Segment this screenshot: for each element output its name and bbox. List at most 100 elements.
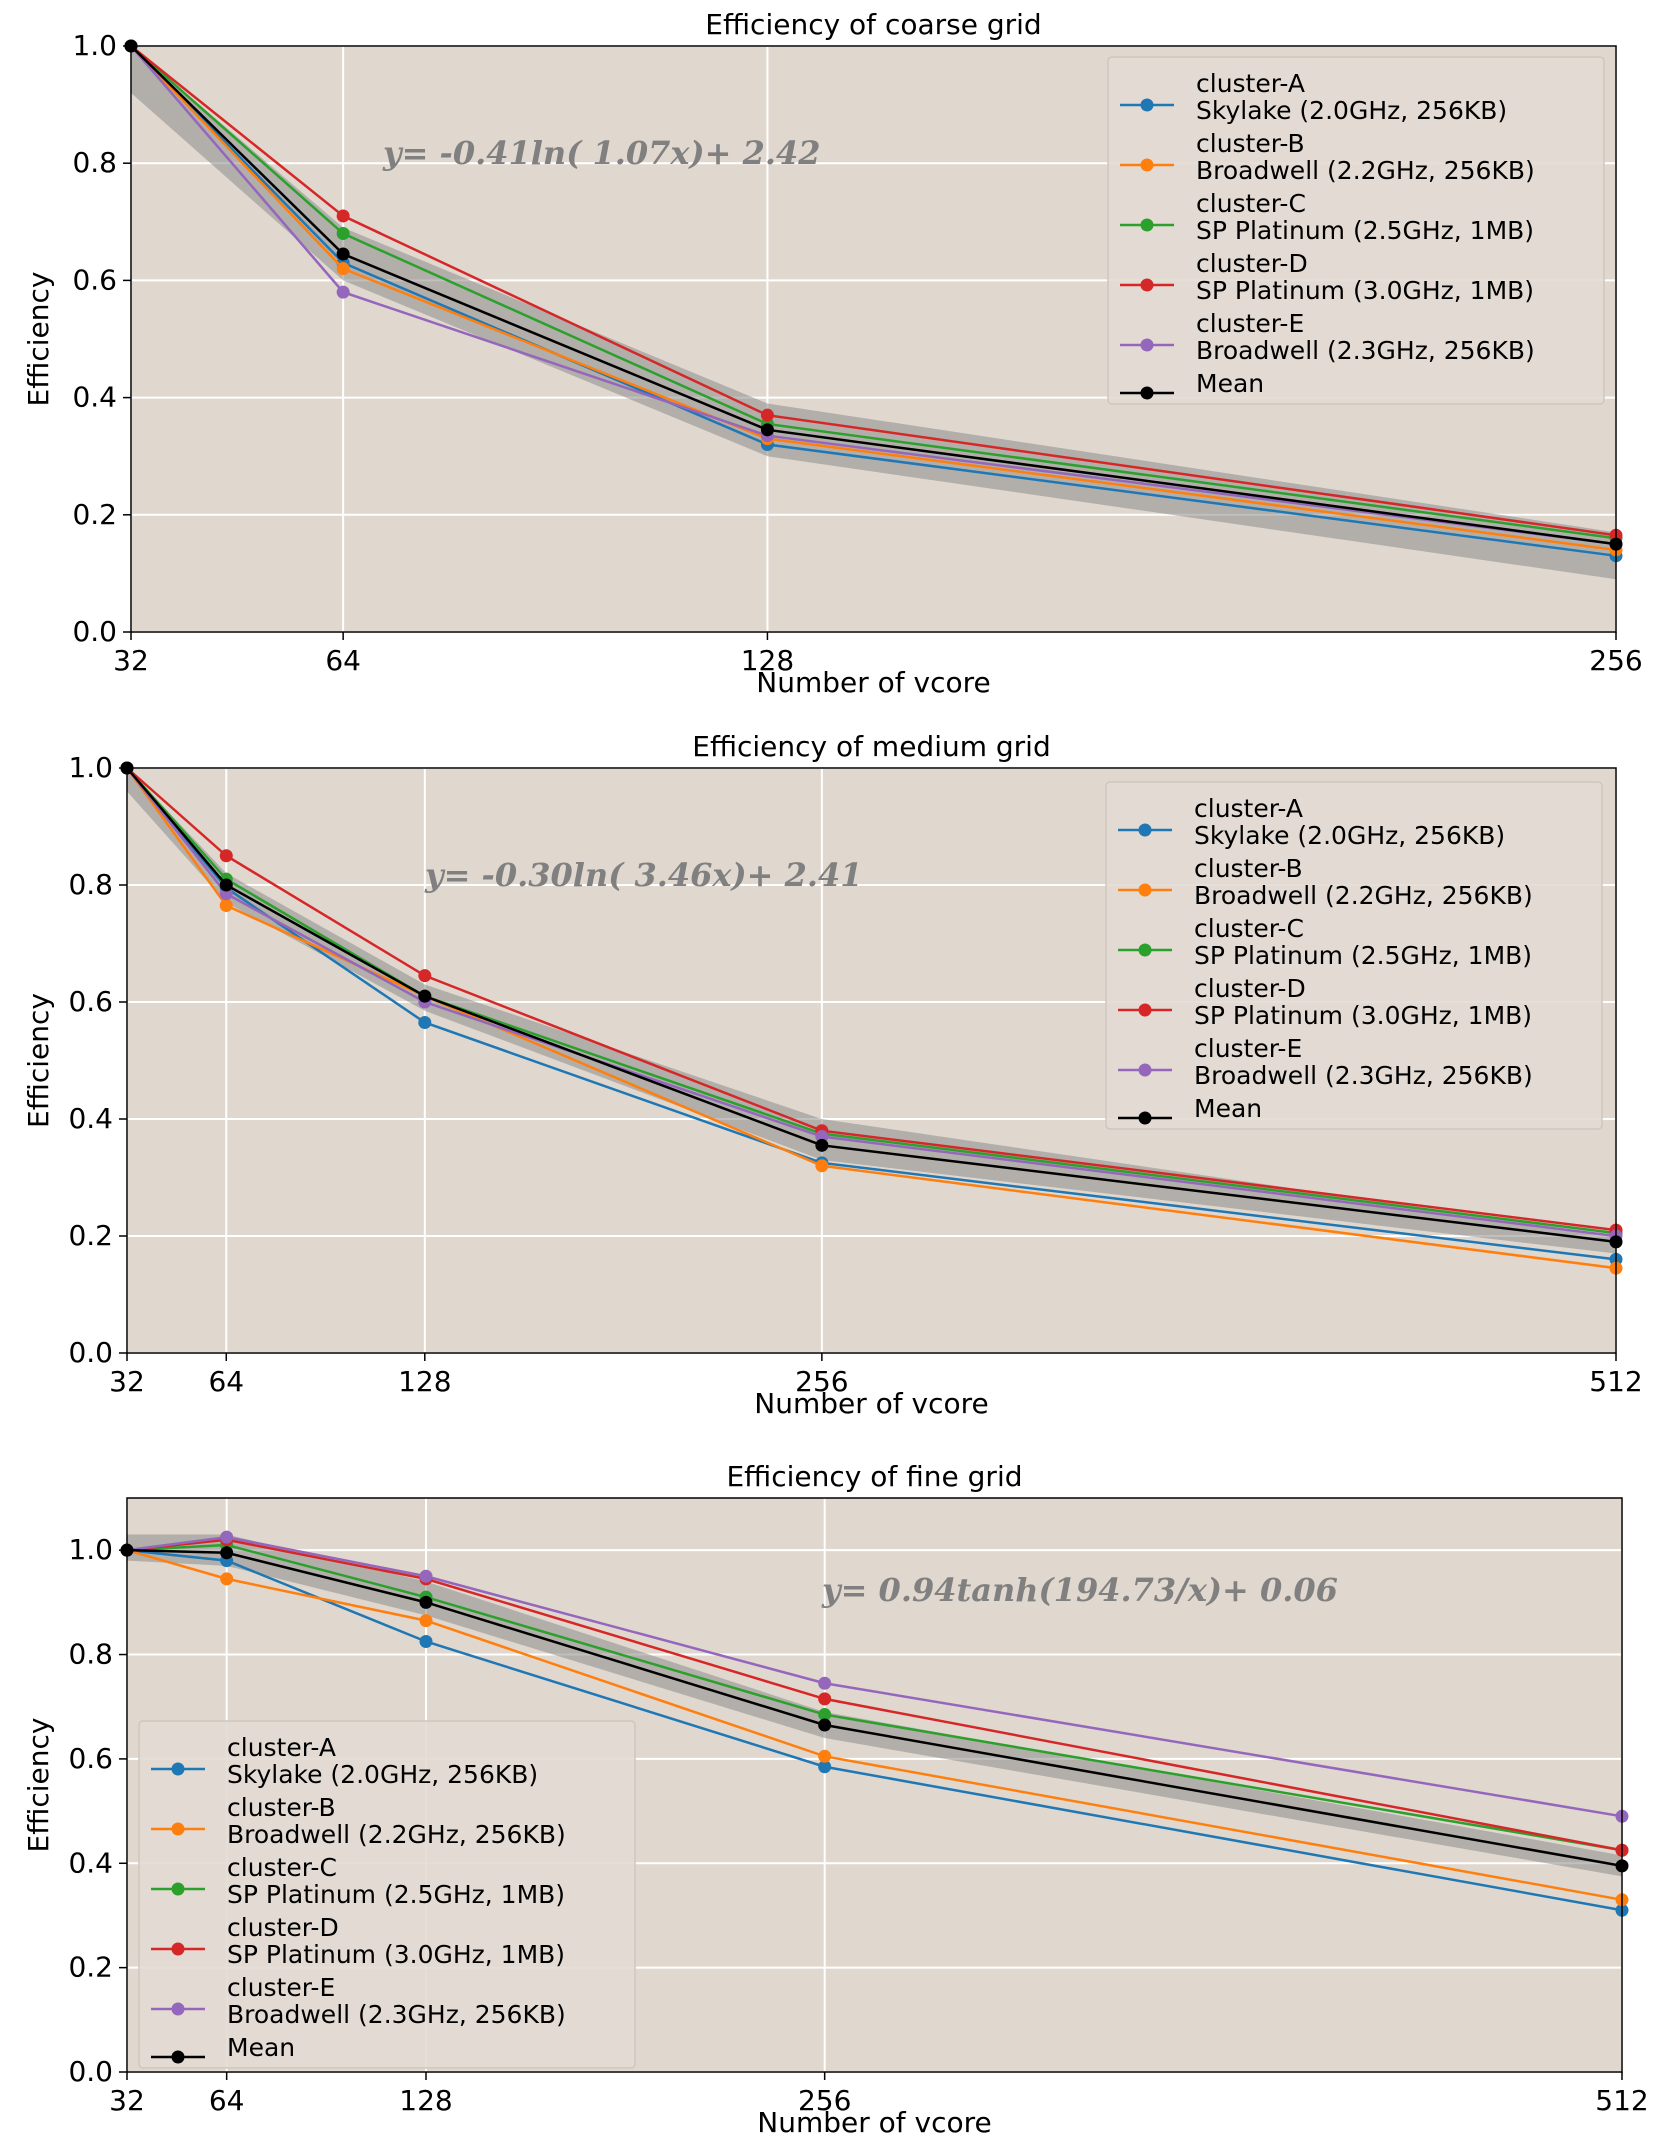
axes-frame — [130, 45, 1617, 633]
y-tick-label: 0.0 — [68, 2055, 113, 2088]
y-tick-label: 1.0 — [68, 751, 113, 784]
data-point — [418, 1015, 432, 1029]
legend-marker — [171, 2050, 185, 2064]
y-tick-label: 1.0 — [72, 29, 117, 62]
data-point — [418, 969, 432, 983]
data-point — [818, 1692, 832, 1706]
data-point — [818, 1749, 832, 1763]
x-axis-label: Number of vcore — [757, 2106, 992, 2139]
y-tick-label: 0.2 — [68, 1951, 113, 1984]
y-tick-label: 0.8 — [68, 868, 113, 901]
data-point — [419, 1614, 433, 1628]
legend-marker — [1140, 218, 1154, 232]
series-line-cluster-e — [130, 45, 1617, 546]
data-point — [336, 285, 350, 299]
data-point — [818, 1760, 832, 1774]
legend-label: cluster-B — [227, 1793, 336, 1822]
y-axis-label: Efficiency — [22, 272, 55, 407]
legend-marker — [1140, 98, 1154, 112]
legend-label: cluster-D — [1196, 249, 1308, 278]
legend-label: cluster-B — [1196, 129, 1305, 158]
data-point — [220, 1572, 234, 1586]
x-tick-label: 32 — [109, 1365, 145, 1398]
data-point — [336, 209, 350, 223]
y-tick-label: 0.2 — [72, 498, 117, 531]
legend-label-detail: SP Platinum (3.0GHz, 1MB) — [1194, 1001, 1532, 1030]
legend-marker — [1138, 883, 1152, 897]
legend-label: cluster-E — [1194, 1034, 1302, 1063]
data-point — [818, 1676, 832, 1690]
data-point — [219, 849, 233, 863]
legend-label-detail: Broadwell (2.2GHz, 256KB) — [1196, 156, 1535, 185]
x-tick-label: 512 — [1595, 2084, 1648, 2117]
y-tick-label: 0.8 — [72, 146, 117, 179]
legend-label: cluster-E — [227, 1973, 335, 2002]
x-tick-label: 512 — [1589, 1365, 1642, 1398]
chart-panel-1: 32 64 128 256 0.0 0.2 0.4 0.6 0.8 1.0 Efficiency o… — [22, 8, 1643, 699]
legend-label: cluster-A — [227, 1733, 336, 1762]
data-point — [220, 1530, 234, 1544]
legend-label-detail: Skylake (2.0GHz, 256KB) — [1196, 96, 1507, 125]
y-tick-label: 0.4 — [68, 1102, 113, 1135]
legend-marker — [1138, 943, 1152, 957]
data-point — [419, 1569, 433, 1583]
x-tick-label: 128 — [399, 2084, 452, 2117]
series-line-cluster-b — [130, 45, 1617, 552]
chart-title: Efficiency of coarse grid — [705, 8, 1041, 41]
y-tick-label: 0.4 — [68, 1846, 113, 1879]
chart-title: Efficiency of fine grid — [726, 1460, 1022, 1493]
x-tick-label: 32 — [113, 644, 149, 677]
legend-marker — [1140, 278, 1154, 292]
data-point — [336, 262, 350, 276]
data-point — [418, 989, 432, 1003]
y-tick-label: 0.6 — [72, 263, 117, 296]
axes-frame — [126, 1497, 1623, 2073]
legend-label: cluster-B — [1194, 854, 1303, 883]
legend-label: cluster-A — [1194, 794, 1303, 823]
legend-marker — [171, 2002, 185, 2016]
y-tick-label: 0.4 — [72, 381, 117, 414]
fit-equation: y= -0.41ln( 1.07x)+ 2.42 — [382, 134, 821, 172]
x-tick-label: 64 — [208, 1365, 244, 1398]
legend-label-detail: SP Platinum (2.5GHz, 1MB) — [1196, 216, 1534, 245]
legend-box — [1105, 781, 1603, 1130]
data-point — [760, 408, 774, 422]
legend-label: cluster-C — [1196, 189, 1306, 218]
legend-label: cluster-C — [227, 1853, 337, 1882]
y-axis-label: Efficiency — [22, 993, 55, 1128]
chart-panel-3: 32 64 128 256 512 0.0 0.2 0.4 0.6 0.8 1.0 Efficienc… — [22, 1460, 1649, 2139]
data-point — [760, 423, 774, 437]
y-tick-label: 0.8 — [68, 1638, 113, 1671]
legend-label: cluster-C — [1194, 914, 1304, 943]
data-point — [818, 1708, 832, 1722]
y-tick-label: 0.0 — [72, 615, 117, 648]
data-point — [219, 878, 233, 892]
legend-label-detail: SP Platinum (3.0GHz, 1MB) — [227, 1940, 565, 1969]
series-line-cluster-c — [130, 45, 1617, 540]
x-tick-label: 64 — [209, 2084, 245, 2117]
legend-marker — [1138, 823, 1152, 837]
legend-label: cluster-D — [1194, 974, 1306, 1003]
legend-marker — [171, 1882, 185, 1896]
chart-panel-2: 32 64 128 256 512 0.0 0.2 0.4 0.6 0.8 1.0 Efficienc… — [22, 730, 1643, 1420]
legend-marker — [1140, 386, 1154, 400]
data-point — [220, 1546, 234, 1560]
legend-label-detail: Broadwell (2.3GHz, 256KB) — [1194, 1061, 1533, 1090]
x-axis-label: Number of vcore — [756, 666, 991, 699]
y-axis-label: Efficiency — [22, 1718, 55, 1853]
legend-label: cluster-D — [227, 1913, 339, 1942]
data-point — [815, 1159, 829, 1173]
legend-label-detail: Skylake (2.0GHz, 256KB) — [1194, 821, 1505, 850]
legend-marker — [1140, 158, 1154, 172]
legend-label-detail: Broadwell (2.2GHz, 256KB) — [1194, 881, 1533, 910]
fit-equation: y= 0.94tanh(194.73/x)+ 0.06 — [821, 1571, 1338, 1609]
data-point — [818, 1718, 832, 1732]
legend-label-detail: Skylake (2.0GHz, 256KB) — [227, 1760, 538, 1789]
legend-label: cluster-A — [1196, 69, 1305, 98]
legend-label: Mean — [1196, 369, 1264, 398]
y-tick-label: 0.0 — [68, 1336, 113, 1369]
series-line-mean — [130, 45, 1617, 546]
series-line-cluster-d — [130, 45, 1617, 537]
